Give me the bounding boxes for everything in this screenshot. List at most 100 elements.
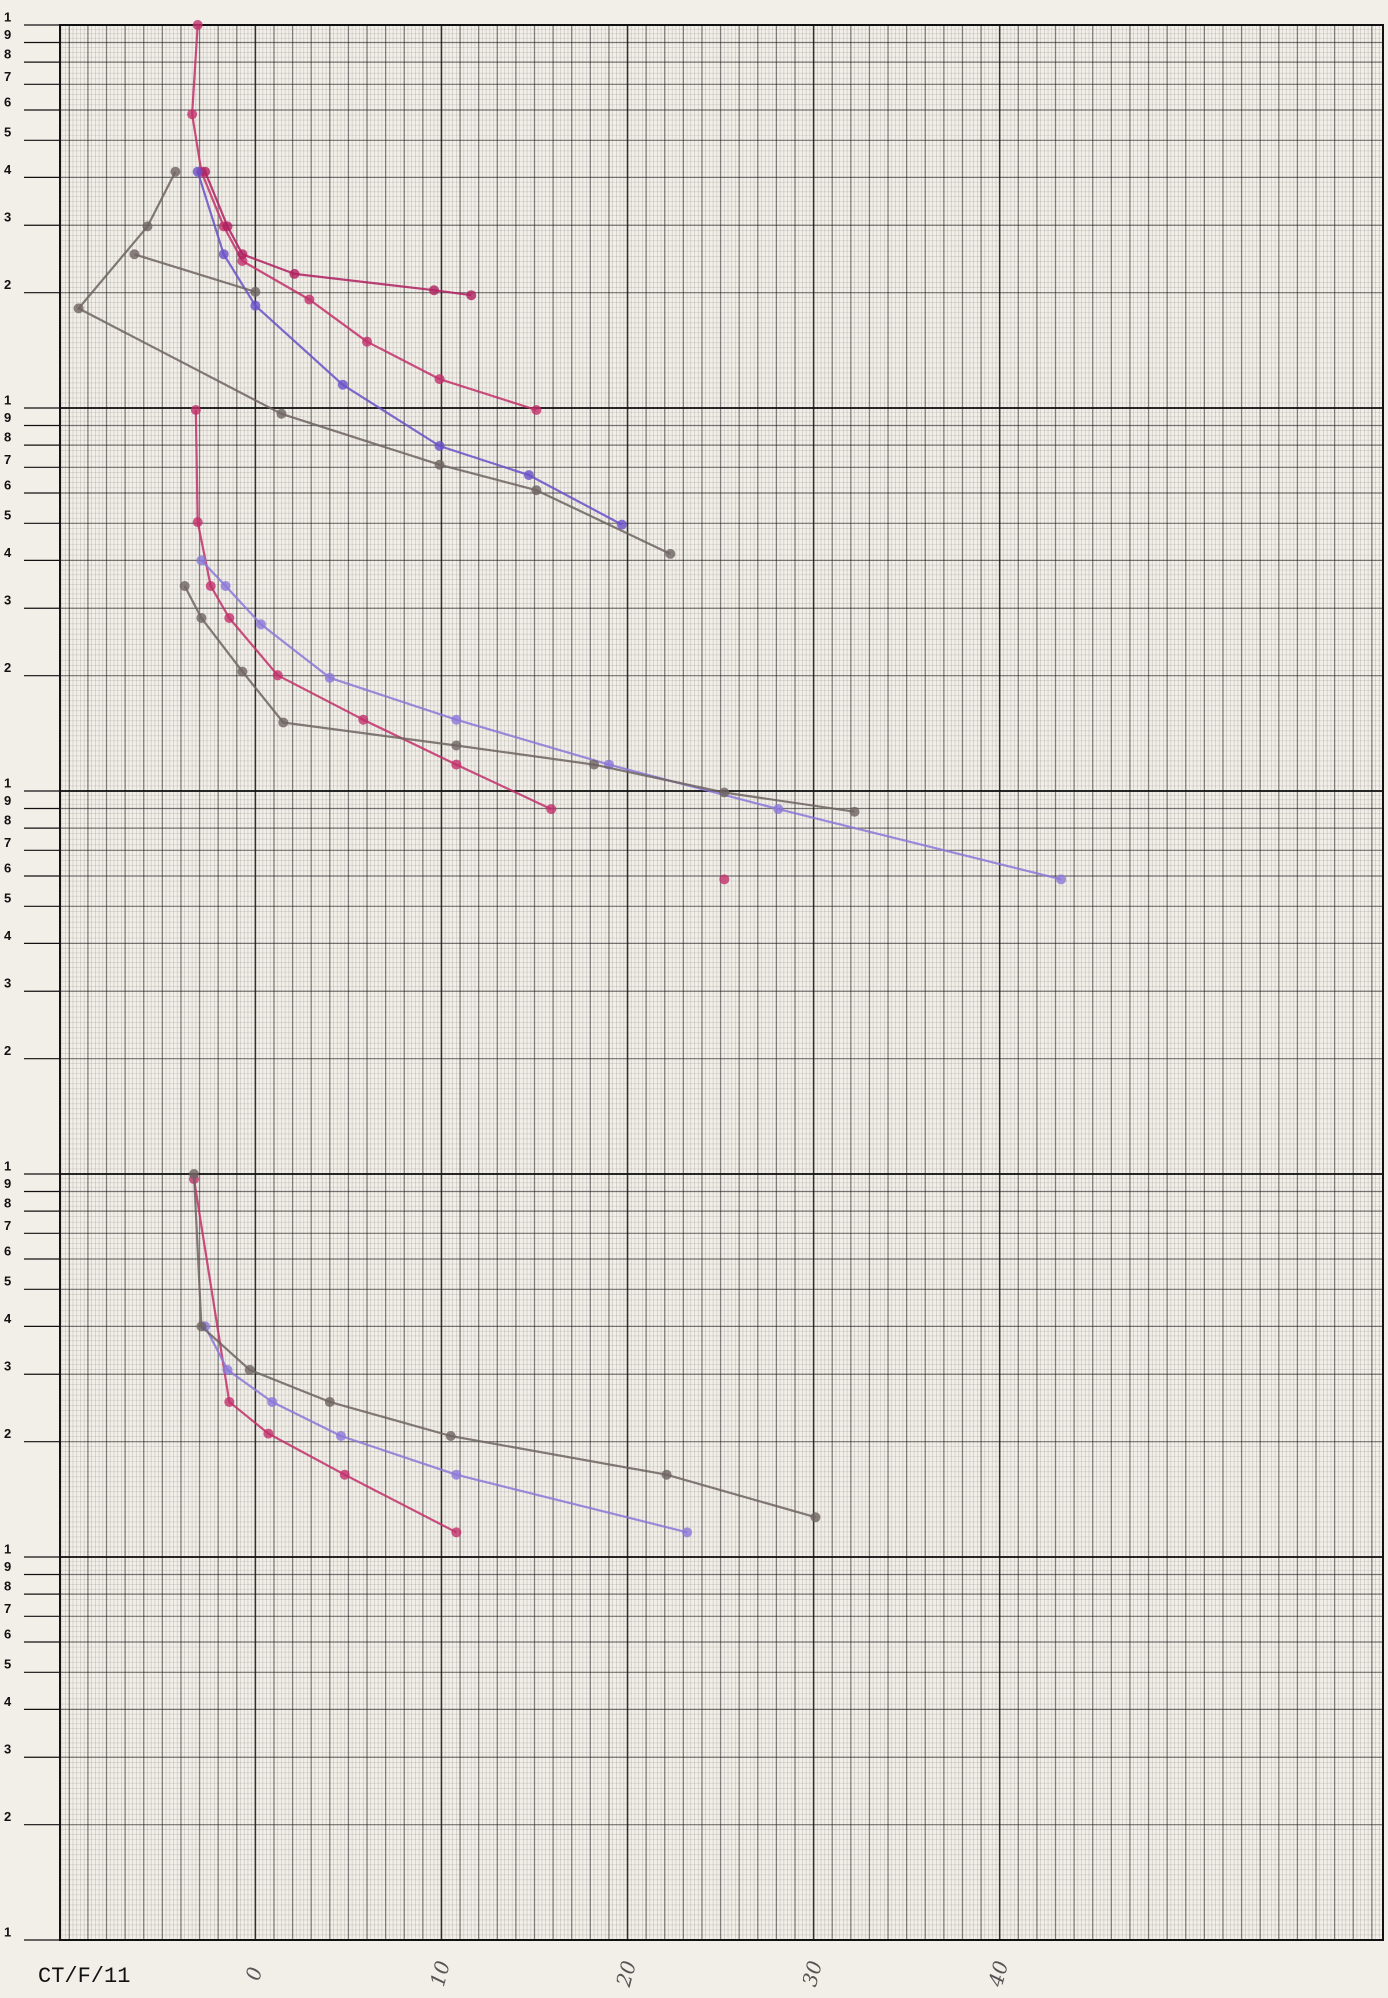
data-point (665, 549, 675, 559)
y-tick-label: 6 (4, 94, 11, 109)
y-tick-label: 4 (4, 545, 12, 560)
y-tick-label: 7 (4, 835, 11, 850)
y-tick-label: 6 (4, 477, 11, 492)
data-point (435, 460, 445, 470)
y-tick-label: 1 (4, 1924, 11, 1939)
y-tick-label: 3 (4, 210, 11, 225)
y-tick-label: 8 (4, 813, 11, 828)
data-point (531, 485, 541, 495)
data-point (451, 715, 461, 725)
data-point (191, 405, 201, 415)
y-tick-label: 3 (4, 1742, 11, 1757)
y-tick-label: 9 (4, 27, 11, 42)
data-point (719, 788, 729, 798)
paper (0, 0, 1388, 1998)
y-tick-label: 3 (4, 593, 11, 608)
y-tick-label: 5 (4, 1657, 11, 1672)
data-point (222, 1365, 232, 1375)
data-point (193, 167, 203, 177)
data-point (429, 285, 439, 295)
y-tick-label: 3 (4, 976, 11, 991)
data-point (276, 409, 286, 419)
y-tick-label: 8 (4, 1196, 11, 1211)
data-point (206, 581, 216, 591)
y-tick-label: 9 (4, 410, 11, 425)
data-point (1056, 874, 1066, 884)
data-point (435, 441, 445, 451)
data-point (662, 1470, 672, 1480)
y-tick-label: 2 (4, 1426, 11, 1441)
data-point (250, 287, 260, 297)
data-point (362, 337, 372, 347)
y-tick-label: 6 (4, 1626, 11, 1641)
y-tick-label: 5 (4, 125, 11, 140)
data-point (546, 804, 556, 814)
data-point (193, 517, 203, 527)
y-tick-label: 5 (4, 1274, 11, 1289)
y-tick-label: 1 (4, 1158, 11, 1173)
y-tick-label: 9 (4, 1176, 11, 1191)
data-point (336, 1431, 346, 1441)
y-tick-label: 4 (4, 1694, 12, 1709)
data-point (325, 1397, 335, 1407)
data-point (773, 804, 783, 814)
y-tick-label: 2 (4, 660, 11, 675)
data-point (196, 1321, 206, 1331)
data-point (224, 613, 234, 623)
y-tick-label: 7 (4, 1218, 11, 1233)
chart: 1234567891234567891234567891234567891234… (0, 0, 1388, 1998)
data-point (256, 619, 266, 629)
data-point (237, 667, 247, 677)
data-point (193, 20, 203, 30)
data-point (196, 613, 206, 623)
data-point (250, 301, 260, 311)
sheet-note: CT/F/11 (38, 1964, 130, 1989)
data-point (435, 374, 445, 384)
data-point (267, 1397, 277, 1407)
data-point (524, 470, 534, 480)
data-point (451, 740, 461, 750)
data-point (278, 717, 288, 727)
data-point (304, 294, 314, 304)
data-point (338, 380, 348, 390)
data-point (850, 807, 860, 817)
data-point (325, 673, 335, 683)
data-point (466, 290, 476, 300)
data-point (682, 1527, 692, 1537)
data-point (170, 167, 180, 177)
data-point (187, 109, 197, 119)
y-tick-label: 2 (4, 277, 11, 292)
y-tick-label: 4 (4, 928, 12, 943)
y-tick-label: 1 (4, 1541, 11, 1556)
data-point (531, 405, 541, 415)
y-tick-label: 1 (4, 392, 11, 407)
data-point (221, 581, 231, 591)
y-tick-label: 8 (4, 430, 11, 445)
data-point (719, 874, 729, 884)
data-point (358, 715, 368, 725)
data-point (237, 249, 247, 259)
data-point (74, 303, 84, 313)
y-tick-label: 2 (4, 1043, 11, 1058)
y-tick-label: 8 (4, 1579, 11, 1594)
data-point (589, 760, 599, 770)
y-tick-label: 9 (4, 1559, 11, 1574)
data-point (180, 581, 190, 591)
y-tick-label: 6 (4, 1243, 11, 1258)
y-tick-label: 1 (4, 9, 11, 24)
y-tick-label: 2 (4, 1809, 11, 1824)
data-point (289, 269, 299, 279)
y-tick-label: 4 (4, 1311, 12, 1326)
y-tick-label: 5 (4, 508, 11, 523)
data-point (451, 760, 461, 770)
y-tick-label: 3 (4, 1359, 11, 1374)
data-point (219, 249, 229, 259)
y-tick-label: 8 (4, 47, 11, 62)
data-point (451, 1527, 461, 1537)
y-tick-label: 5 (4, 891, 11, 906)
data-point (263, 1429, 273, 1439)
y-tick-label: 1 (4, 775, 11, 790)
data-point (245, 1365, 255, 1375)
data-point (222, 221, 232, 231)
data-point (142, 221, 152, 231)
